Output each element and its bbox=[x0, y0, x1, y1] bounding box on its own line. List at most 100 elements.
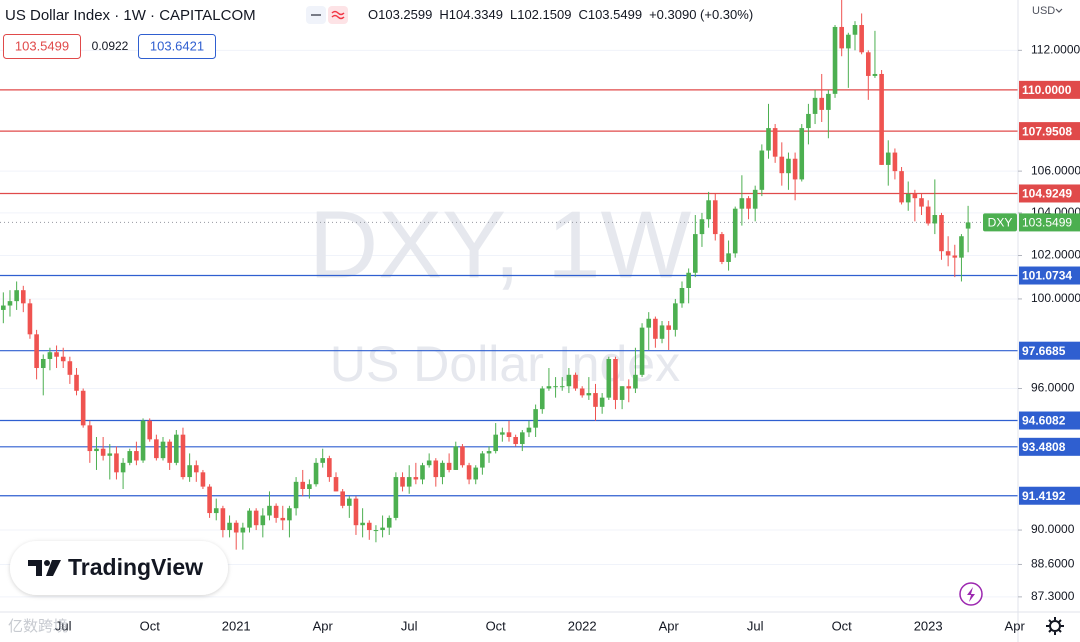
currency-button[interactable]: USD bbox=[1032, 5, 1063, 17]
candle-body bbox=[739, 198, 745, 209]
brand-pill[interactable] bbox=[10, 541, 228, 595]
candle-body bbox=[1, 305, 6, 310]
bid-box[interactable] bbox=[3, 34, 81, 59]
candle-body bbox=[287, 508, 292, 521]
price-label: 103.5499 bbox=[1022, 216, 1072, 230]
candle-body bbox=[679, 287, 685, 304]
candle-body bbox=[486, 451, 492, 454]
ask-box[interactable] bbox=[138, 34, 216, 59]
candle-body bbox=[480, 453, 485, 468]
settings-button[interactable] bbox=[1046, 617, 1064, 635]
candle-body bbox=[526, 427, 532, 433]
candle-body bbox=[273, 505, 279, 518]
candle-body bbox=[207, 486, 212, 514]
candle-body bbox=[539, 388, 545, 410]
candle-body bbox=[67, 361, 73, 375]
candle-body bbox=[14, 290, 19, 302]
ohlc-key: L bbox=[510, 7, 517, 22]
candle-body bbox=[180, 434, 186, 478]
ohlc-value: 102.1509 bbox=[517, 7, 571, 22]
x-tick-label: Oct bbox=[486, 618, 507, 633]
x-tick-label: Oct bbox=[140, 618, 161, 633]
candle-body bbox=[473, 467, 479, 480]
candle-body bbox=[433, 460, 439, 478]
candle-body bbox=[686, 272, 691, 288]
y-tick-label: 96.0000 bbox=[1031, 381, 1075, 395]
watermark-symbol: DXY, 1W bbox=[309, 191, 692, 298]
candle-body bbox=[114, 453, 119, 473]
candle-body bbox=[40, 358, 46, 369]
candle-body bbox=[293, 481, 299, 509]
candle-body bbox=[440, 462, 445, 478]
candle-body bbox=[453, 446, 459, 470]
level-label-box bbox=[1019, 266, 1080, 285]
level-label: 93.4808 bbox=[1022, 440, 1066, 454]
currency[interactable]: USD bbox=[1032, 5, 1055, 17]
quote-row: 103.5499 0.0922 103.6421 bbox=[3, 34, 216, 59]
candle-body bbox=[945, 251, 951, 256]
axes: 112.0000106.0000104.0000102.0000100.0000… bbox=[55, 43, 1080, 633]
candle-body bbox=[20, 290, 26, 304]
candle-body bbox=[247, 510, 252, 528]
candle-body bbox=[347, 498, 352, 506]
level-label: 97.6685 bbox=[1022, 344, 1066, 358]
candle-body bbox=[925, 206, 931, 224]
x-tick-label: Jul bbox=[401, 618, 418, 633]
candle-body bbox=[606, 358, 612, 398]
candle-body bbox=[732, 208, 738, 254]
candle-body bbox=[327, 458, 332, 478]
y-tick-label: 87.3000 bbox=[1031, 589, 1075, 603]
candle-body bbox=[872, 73, 878, 76]
candle-body bbox=[859, 25, 864, 53]
candle-body bbox=[885, 152, 891, 165]
symbol-title: US Dollar Index · 1W · CAPITALCOM bbox=[5, 7, 256, 24]
level-label-box bbox=[1019, 122, 1080, 141]
candle-body bbox=[220, 508, 226, 531]
price-label-box bbox=[1019, 213, 1080, 232]
alert-button[interactable] bbox=[959, 582, 983, 606]
candle-body bbox=[313, 462, 319, 485]
candle-body bbox=[712, 200, 718, 235]
brand-badge[interactable]: TradingView bbox=[10, 541, 228, 595]
x-tick-label: Apr bbox=[1005, 618, 1026, 633]
y-tick-label: 90.0000 bbox=[1031, 522, 1075, 536]
candle-body bbox=[832, 26, 838, 94]
header-buttons[interactable] bbox=[306, 6, 348, 24]
x-tick-label: 2021 bbox=[222, 618, 251, 633]
candle-body bbox=[706, 200, 711, 220]
candle-body bbox=[653, 318, 658, 339]
compare-button[interactable] bbox=[328, 6, 348, 24]
candle-body bbox=[174, 434, 179, 463]
candle-body bbox=[673, 303, 678, 330]
candle-body bbox=[100, 448, 106, 456]
level-label-box bbox=[1019, 411, 1080, 430]
settings-ring[interactable] bbox=[1049, 620, 1061, 632]
x-tick-label: Jul bbox=[747, 618, 764, 633]
candle-body bbox=[500, 432, 505, 435]
candle-body bbox=[147, 420, 153, 440]
candle-body bbox=[233, 522, 239, 533]
y-tick-label: 106.0000 bbox=[1031, 163, 1080, 177]
level-label: 101.0734 bbox=[1022, 269, 1072, 283]
alert-icon bbox=[967, 587, 975, 602]
candle-body bbox=[772, 128, 778, 157]
overlay-watermark: 亿数跨境 bbox=[8, 617, 68, 635]
compare-icon bbox=[331, 10, 345, 20]
candle-body bbox=[513, 437, 518, 445]
candle-body bbox=[80, 390, 86, 426]
candle-body bbox=[779, 156, 785, 174]
candle-body bbox=[240, 527, 246, 533]
candle-body bbox=[87, 425, 93, 452]
candle-body bbox=[420, 465, 425, 480]
candle-body bbox=[646, 318, 652, 328]
candle-body bbox=[520, 432, 525, 445]
candle-body bbox=[340, 491, 345, 506]
candle-body bbox=[466, 465, 472, 480]
candle-body bbox=[892, 152, 898, 172]
level-label: 91.4192 bbox=[1022, 489, 1066, 503]
candle-body bbox=[506, 432, 512, 438]
level-label-box bbox=[1019, 437, 1080, 456]
